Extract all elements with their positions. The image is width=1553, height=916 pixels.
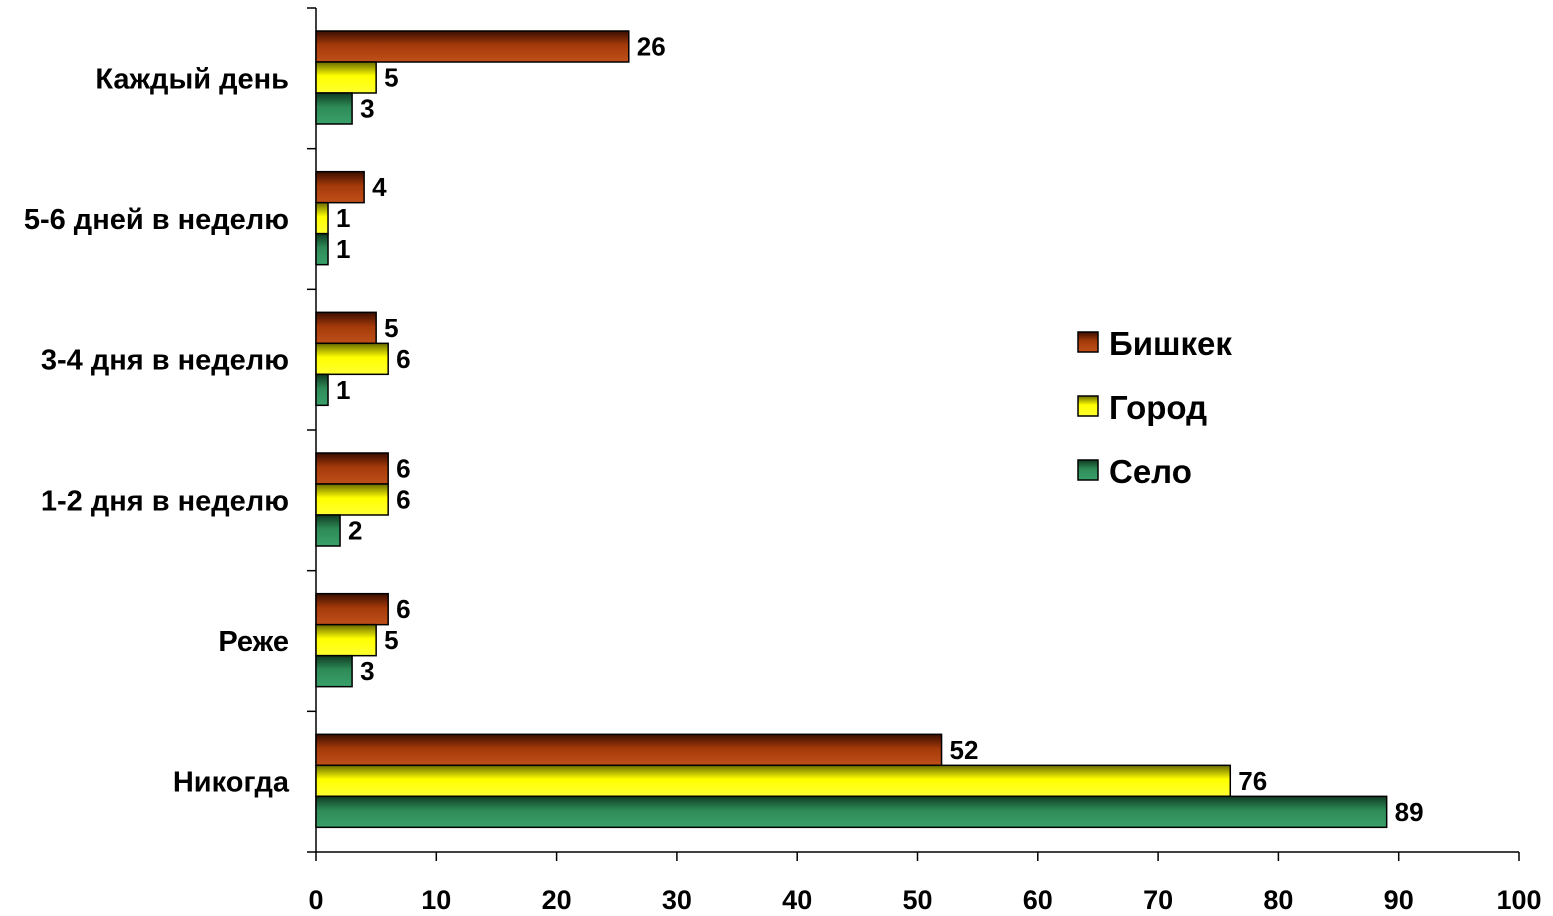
data-label: 6: [396, 594, 410, 624]
bar: [315, 623, 377, 657]
x-tick-label: 70: [1143, 885, 1173, 915]
category-label: 5-6 дней в неделю: [24, 204, 289, 236]
bar: [315, 795, 1388, 829]
bar: [315, 342, 389, 376]
bar: [315, 30, 630, 63]
x-tick-label: 20: [542, 885, 572, 915]
legend: Бишкек Город Село: [1077, 325, 1232, 490]
bar: [315, 452, 389, 485]
category-labels: Каждый день 5-6 дней в неделю 3-4 дня в не…: [24, 63, 290, 798]
legend-swatch: [1077, 459, 1099, 481]
legend-label: Село: [1109, 453, 1192, 490]
data-label: 3: [360, 656, 374, 686]
data-label: 5: [384, 63, 398, 93]
data-label: 2: [348, 516, 362, 546]
data-label: 6: [396, 454, 410, 484]
bar: [315, 373, 329, 407]
data-label: 1: [336, 234, 350, 264]
category-label: Реже: [218, 626, 289, 658]
legend-label: Бишкек: [1109, 325, 1232, 362]
bar: [315, 764, 1232, 798]
x-ticks: 0 10 20 30 40 50 60 70 80 90 100: [308, 852, 1542, 915]
data-label: 6: [396, 485, 410, 515]
bar: [315, 592, 389, 626]
x-tick-label: 10: [421, 885, 451, 915]
bar: [315, 483, 389, 516]
legend-label: Город: [1109, 389, 1207, 426]
data-label: 52: [950, 735, 979, 765]
bar: [315, 201, 329, 235]
x-tick-label: 60: [1023, 885, 1053, 915]
data-label: 26: [637, 32, 666, 62]
category-label: Никогда: [173, 767, 290, 799]
legend-swatch: [1077, 331, 1099, 353]
x-tick-label: 50: [902, 885, 932, 915]
data-label: 3: [360, 94, 374, 124]
bar: [315, 733, 943, 767]
x-tick-label: 90: [1384, 885, 1414, 915]
x-tick-label: 0: [308, 885, 323, 915]
category-label: 1-2 дня в неделю: [41, 485, 289, 517]
axes: [307, 7, 1519, 853]
data-label: 89: [1395, 797, 1424, 827]
category-label: 3-4 дня в неделю: [41, 345, 289, 377]
bar: [315, 311, 377, 345]
bar: [315, 170, 365, 204]
bar: [315, 92, 353, 125]
x-tick-label: 40: [782, 885, 812, 915]
x-tick-label: 100: [1496, 885, 1541, 915]
data-label: 1: [336, 203, 350, 233]
x-tick-label: 80: [1263, 885, 1293, 915]
data-label: 5: [384, 313, 398, 343]
bar: [315, 61, 377, 94]
x-tick-label: 30: [662, 885, 692, 915]
data-label: 5: [384, 625, 398, 655]
legend-swatch: [1077, 395, 1099, 417]
data-label: 1: [336, 375, 350, 405]
bar: [315, 654, 353, 688]
data-label: 6: [396, 344, 410, 374]
bar: [315, 514, 341, 547]
data-label: 76: [1238, 766, 1267, 796]
bar: [315, 232, 329, 266]
category-label: Каждый день: [95, 63, 289, 95]
data-label: 4: [372, 172, 387, 202]
